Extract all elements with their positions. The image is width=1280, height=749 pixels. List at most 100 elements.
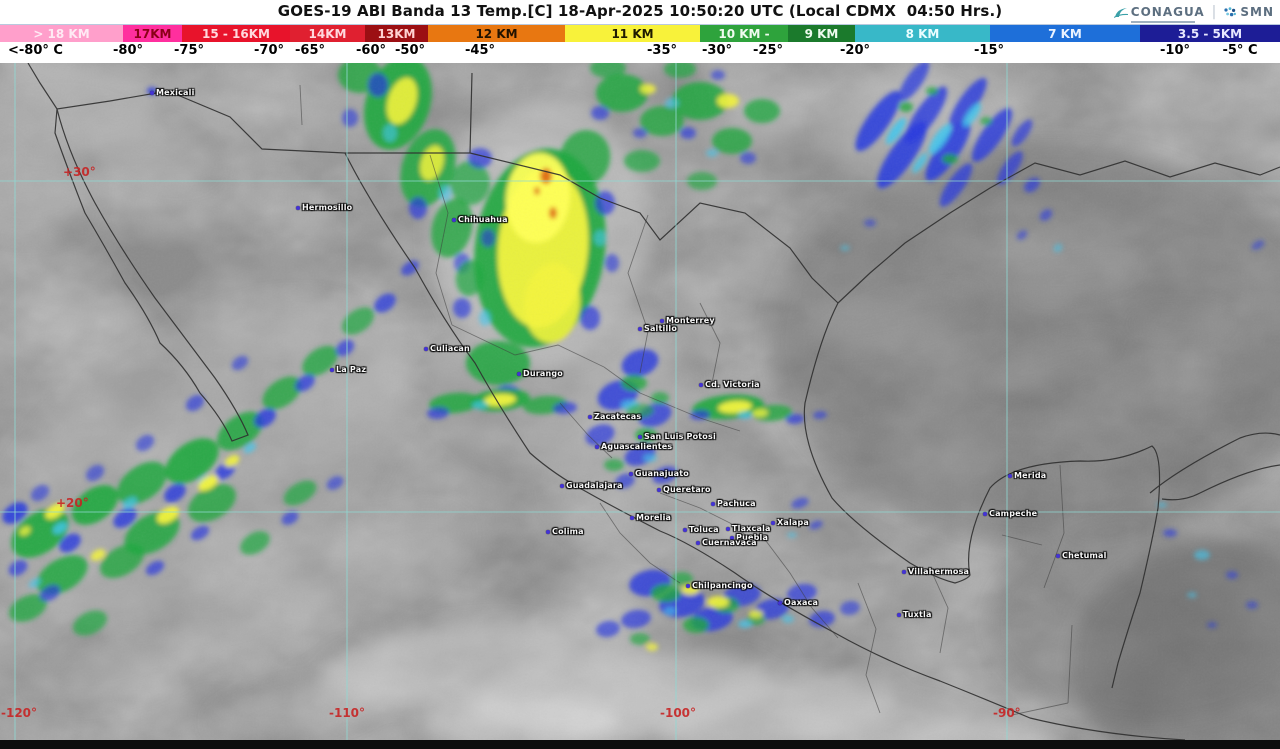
temp-label: -5° C xyxy=(1222,43,1258,58)
city-marker-icon xyxy=(638,326,642,331)
city-name: Chihuahua xyxy=(458,215,508,224)
city-name: Guadalajara xyxy=(566,481,623,490)
city-name: Villahermosa xyxy=(908,567,970,576)
city-label: Hermosillo xyxy=(296,203,352,212)
logo-divider: | xyxy=(1211,4,1217,20)
city-label: Saltillo xyxy=(638,324,677,333)
scale-segment: 3.5 - 5KM xyxy=(1140,25,1280,42)
city-marker-icon xyxy=(1008,473,1012,478)
city-label: Tuxtla xyxy=(897,610,932,619)
scale-segment: 9 KM xyxy=(788,25,855,42)
city-name: Morelia xyxy=(636,513,672,522)
city-marker-icon xyxy=(560,483,564,488)
city-name: Culiacan xyxy=(430,344,470,353)
map-bottom-frame xyxy=(0,740,1280,749)
map-label-layer: +30° +20° -120° -110° -100° -90° Mexicali Hermo… xyxy=(0,63,1280,749)
city-marker-icon xyxy=(778,600,782,605)
city-marker-icon xyxy=(588,414,592,419)
city-label: Cd. Victoria xyxy=(699,380,760,389)
city-marker-icon xyxy=(629,471,633,476)
city-name: Oaxaca xyxy=(784,598,819,607)
temp-label: -60° xyxy=(356,43,386,58)
conagua-subtext-line xyxy=(1130,21,1195,23)
scale-segment: 12 KM xyxy=(428,25,565,42)
temp-label: -35° xyxy=(647,43,677,58)
city-name: Xalapa xyxy=(777,518,810,527)
city-name: San Luis Potosi xyxy=(644,432,716,441)
temp-label: -65° xyxy=(295,43,325,58)
scale-segment: 15 - 16KM xyxy=(182,25,290,42)
scale-segment: 11 KM xyxy=(565,25,700,42)
coord-label: -100° xyxy=(660,706,697,720)
city-label: Durango xyxy=(517,369,563,378)
city-marker-icon xyxy=(686,583,690,588)
state-lines xyxy=(299,84,1073,716)
city-label: Chilpancingo xyxy=(686,581,753,590)
city-label: Chetumal xyxy=(1056,551,1107,560)
temp-label: -15° xyxy=(974,43,1004,58)
city-marker-icon xyxy=(546,529,550,534)
city-name: Tuxtla xyxy=(903,610,932,619)
city-name: Durango xyxy=(523,369,563,378)
city-name: Pachuca xyxy=(717,499,756,508)
scale-segment: 10 KM - xyxy=(700,25,788,42)
city-label: Mexicali xyxy=(150,88,195,97)
city-marker-icon xyxy=(730,535,734,540)
city-marker-icon xyxy=(983,511,987,516)
city-label: Campeche xyxy=(983,509,1037,518)
city-marker-icon xyxy=(683,527,687,532)
city-label: Aguascalientes xyxy=(595,442,672,451)
scale-segment: 14KM xyxy=(290,25,365,42)
pacific-coast-line xyxy=(344,152,1186,741)
city-marker-icon xyxy=(660,318,664,323)
city-marker-icon xyxy=(296,205,300,210)
conagua-label: CONAGUA xyxy=(1130,5,1205,19)
coord-label: -90° xyxy=(993,706,1021,720)
city-marker-icon xyxy=(630,515,634,520)
city-name: Zacatecas xyxy=(594,412,642,421)
city-label: Villahermosa xyxy=(902,567,969,576)
city-label: Tlaxcala xyxy=(726,524,771,533)
city-name: La Paz xyxy=(336,365,367,374)
conagua-logo: CONAGUA xyxy=(1113,1,1205,23)
city-marker-icon xyxy=(1056,553,1060,558)
city-marker-icon xyxy=(771,520,775,525)
scale-segment: 17KM xyxy=(123,25,182,42)
coord-label: +30° xyxy=(63,165,96,179)
city-label: Oaxaca xyxy=(778,598,818,607)
coord-label: -110° xyxy=(329,706,366,720)
city-marker-icon xyxy=(657,487,661,492)
city-marker-icon xyxy=(517,371,521,376)
city-name: Colima xyxy=(552,527,584,536)
smn-label: SMN xyxy=(1240,5,1274,19)
altitude-scale-bar: > 18 KM 17KM 15 - 16KM 14KM 13KM 12 KM 11 KM 10… xyxy=(0,25,1280,42)
header: GOES-19 ABI Banda 13 Temp.[C] 18-Apr-202… xyxy=(0,0,1280,25)
logo-bar: CONAGUA | SMN xyxy=(1113,1,1274,23)
cuba-coast-line xyxy=(1149,432,1280,501)
city-label: Culiacan xyxy=(424,344,470,353)
city-label: Guadalajara xyxy=(560,481,623,490)
coord-label: +20° xyxy=(56,496,89,510)
satellite-map: +30° +20° -120° -110° -100° -90° Mexicali Hermo… xyxy=(0,63,1280,749)
city-label: Queretaro xyxy=(657,485,711,494)
city-marker-icon xyxy=(902,569,906,574)
city-label: San Luis Potosi xyxy=(638,432,716,441)
city-marker-icon xyxy=(711,501,715,506)
city-marker-icon xyxy=(330,367,334,372)
city-label: Xalapa xyxy=(771,518,809,527)
temp-label: -75° xyxy=(174,43,204,58)
gulf-coast-yucatan-line xyxy=(803,302,1161,689)
city-label: Cuernavaca xyxy=(696,538,757,547)
temp-label: -70° xyxy=(254,43,284,58)
city-name: Cuernavaca xyxy=(702,538,757,547)
conagua-swoosh-icon xyxy=(1113,8,1128,18)
temp-label: -80° xyxy=(113,43,143,58)
city-name: Monterrey xyxy=(666,316,715,325)
city-name: Chetumal xyxy=(1062,551,1107,560)
city-label: Puebla xyxy=(730,533,768,542)
city-name: Hermosillo xyxy=(302,203,353,212)
border-lines xyxy=(27,63,1280,741)
city-label: Toluca xyxy=(683,525,719,534)
temp-label: -50° xyxy=(395,43,425,58)
temperature-scale: <-80° C -80° -75° -70° -65° -60° -50° -45° -35° -… xyxy=(0,42,1280,63)
